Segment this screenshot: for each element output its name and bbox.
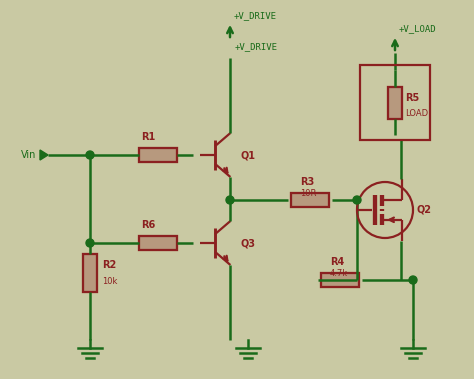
Text: R3: R3: [300, 177, 314, 187]
Bar: [321, 273, 359, 287]
Bar: [139, 148, 177, 162]
Text: +V_DRIVE: +V_DRIVE: [235, 42, 278, 51]
Text: Vin: Vin: [21, 150, 36, 160]
Text: 4.7k: 4.7k: [330, 268, 348, 277]
Text: R1: R1: [141, 132, 155, 142]
Bar: [291, 193, 329, 207]
Bar: [291, 193, 329, 207]
Bar: [83, 254, 97, 292]
Bar: [139, 236, 177, 250]
Circle shape: [226, 196, 234, 204]
Bar: [360, 65, 430, 140]
Bar: [139, 236, 177, 250]
Circle shape: [86, 239, 94, 247]
Circle shape: [353, 196, 361, 204]
Circle shape: [409, 276, 417, 284]
Text: R4: R4: [330, 257, 344, 267]
Text: +V_DRIVE: +V_DRIVE: [234, 11, 277, 20]
Text: 10R: 10R: [300, 188, 316, 197]
Bar: [321, 273, 359, 287]
Text: Q2: Q2: [417, 205, 432, 215]
Text: Q3: Q3: [241, 238, 256, 248]
Text: R5: R5: [405, 93, 419, 103]
Text: R2: R2: [102, 260, 116, 270]
Bar: [388, 87, 402, 119]
Circle shape: [86, 151, 94, 159]
Text: Q1: Q1: [241, 150, 256, 160]
Polygon shape: [40, 150, 48, 160]
Bar: [388, 87, 402, 119]
Text: R6: R6: [141, 220, 155, 230]
Bar: [139, 148, 177, 162]
Text: LOAD: LOAD: [405, 108, 428, 117]
Text: +V_LOAD: +V_LOAD: [399, 24, 437, 33]
Text: 10k: 10k: [102, 277, 118, 285]
Bar: [83, 254, 97, 292]
